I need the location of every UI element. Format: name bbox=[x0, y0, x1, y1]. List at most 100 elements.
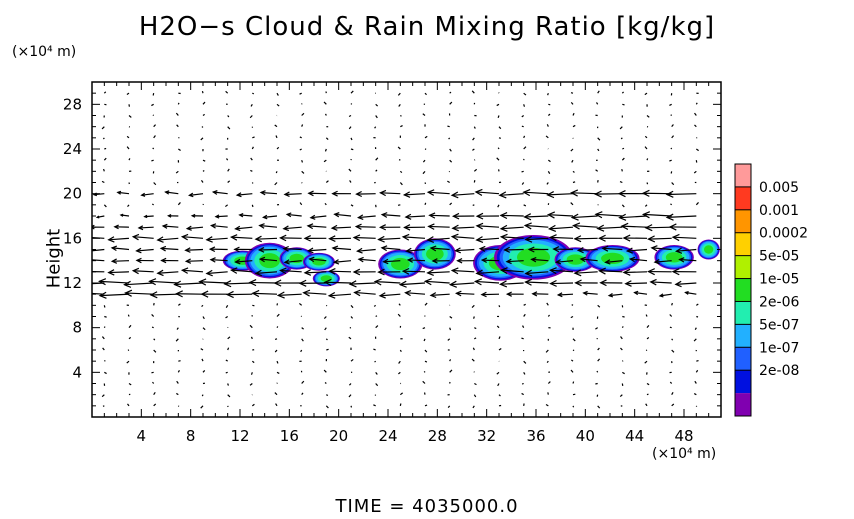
wind-vector bbox=[378, 224, 401, 231]
wind-vector-head bbox=[333, 212, 340, 218]
wind-vector bbox=[595, 102, 599, 105]
wind-vector bbox=[377, 235, 401, 243]
wind-vector-head bbox=[582, 290, 588, 296]
wind-vector-shaft bbox=[694, 380, 697, 384]
wind-vector bbox=[644, 92, 648, 96]
wind-vector bbox=[429, 245, 450, 252]
wind-vector-shaft bbox=[133, 270, 154, 273]
wind-vector-shaft bbox=[497, 115, 500, 119]
wind-vector-shaft bbox=[301, 124, 304, 127]
wind-vector bbox=[380, 212, 401, 218]
wind-vector bbox=[229, 267, 253, 274]
y-tick-label: 8 bbox=[72, 319, 82, 337]
wind-vector bbox=[402, 191, 426, 198]
wind-vector-head bbox=[674, 247, 683, 254]
wind-vector-head bbox=[131, 233, 140, 241]
wind-vector bbox=[382, 258, 401, 265]
wind-vector-shaft bbox=[471, 358, 475, 362]
wind-vector bbox=[350, 304, 354, 309]
wind-vector-shaft bbox=[496, 103, 500, 107]
wind-vector-shaft bbox=[276, 313, 280, 317]
wind-vector bbox=[353, 289, 376, 297]
wind-vector-shaft bbox=[304, 271, 327, 274]
wind-vector bbox=[622, 234, 648, 242]
wind-vector-head bbox=[499, 280, 508, 288]
wind-vector-shaft bbox=[103, 326, 106, 328]
wind-vector-shaft bbox=[525, 224, 549, 228]
wind-vector bbox=[275, 403, 278, 407]
wind-vector-head bbox=[148, 278, 157, 286]
wind-vector bbox=[161, 223, 179, 229]
wind-vector-shaft bbox=[276, 103, 280, 107]
wind-vector bbox=[283, 191, 302, 198]
wind-vector-shaft bbox=[671, 182, 675, 186]
wind-vector bbox=[274, 338, 278, 341]
wind-vector-shaft bbox=[301, 380, 305, 384]
wind-vector bbox=[674, 247, 697, 254]
cloud-cell-contour bbox=[426, 247, 444, 261]
wind-vector-shaft bbox=[127, 204, 130, 207]
wind-vector-head bbox=[327, 291, 336, 299]
wind-vector bbox=[248, 279, 278, 287]
wind-vector-shaft bbox=[252, 292, 278, 295]
wind-vector-shaft bbox=[646, 182, 649, 185]
wind-vector bbox=[126, 146, 130, 150]
wind-vector bbox=[235, 192, 253, 198]
wind-vector bbox=[571, 159, 574, 163]
wind-vector-shaft bbox=[650, 281, 672, 284]
wind-vector bbox=[309, 214, 327, 220]
wind-vector bbox=[523, 313, 526, 317]
wind-vector bbox=[671, 392, 674, 395]
wind-vector-shaft bbox=[695, 303, 699, 306]
wind-vector-head bbox=[620, 222, 629, 230]
wind-vector bbox=[695, 202, 699, 206]
wind-vector-shaft bbox=[429, 214, 450, 217]
wind-vector bbox=[202, 113, 205, 116]
wind-vector-shaft bbox=[103, 91, 107, 94]
wind-vector-head bbox=[549, 279, 557, 287]
wind-vector bbox=[324, 382, 327, 384]
wind-vector-shaft bbox=[672, 236, 697, 239]
wind-vector bbox=[527, 246, 549, 253]
wind-vector-shaft bbox=[206, 237, 228, 241]
wind-vector-head bbox=[475, 212, 484, 220]
wind-vector bbox=[570, 359, 574, 362]
wind-vector-head bbox=[523, 222, 532, 230]
wind-vector-head bbox=[180, 233, 189, 241]
wind-vector bbox=[669, 381, 673, 384]
wind-vector-shaft bbox=[480, 248, 500, 251]
wind-vector-head bbox=[426, 269, 434, 277]
wind-vector bbox=[225, 90, 229, 94]
wind-vector-shaft bbox=[500, 226, 524, 230]
wind-vector bbox=[547, 224, 574, 233]
wind-vector bbox=[202, 169, 205, 172]
wind-vector-shaft bbox=[424, 349, 428, 353]
wind-vector bbox=[596, 370, 599, 373]
wind-vector bbox=[127, 204, 130, 207]
wind-vector-shaft bbox=[274, 349, 278, 353]
wind-vector bbox=[373, 348, 376, 351]
wind-vector bbox=[499, 212, 524, 220]
wind-vector-shaft bbox=[403, 236, 426, 239]
wind-vector bbox=[496, 371, 500, 375]
wind-vector-shaft bbox=[670, 203, 673, 206]
wind-vector-head bbox=[205, 236, 213, 243]
wind-vector-shaft bbox=[397, 92, 401, 96]
wind-vector-shaft bbox=[399, 392, 404, 396]
wind-vector bbox=[478, 245, 500, 252]
wind-vector-shaft bbox=[249, 115, 253, 119]
wind-vector-shaft bbox=[447, 180, 450, 184]
wind-vector-shaft bbox=[182, 236, 204, 239]
wind-vector-head bbox=[282, 245, 289, 252]
wind-vector-shaft bbox=[399, 170, 403, 174]
wind-vector bbox=[397, 92, 401, 96]
wind-vector bbox=[474, 188, 500, 196]
wind-vector bbox=[426, 189, 450, 196]
wind-vector bbox=[597, 267, 623, 275]
wind-vector-head bbox=[607, 292, 614, 298]
wind-vector-shaft bbox=[307, 225, 327, 228]
wind-vector-shaft bbox=[525, 237, 549, 241]
wind-vector-shaft bbox=[550, 269, 574, 273]
wind-vector bbox=[644, 204, 648, 207]
